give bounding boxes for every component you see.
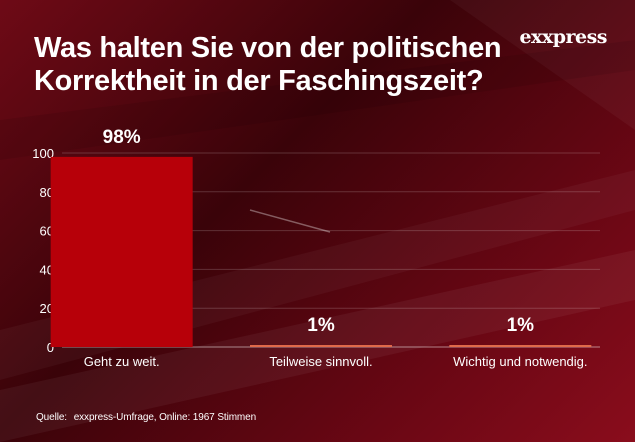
y-tick-label: 80 <box>40 185 54 200</box>
y-tick-label: 40 <box>40 262 54 277</box>
bar <box>250 345 392 347</box>
bar-value-label: 98% <box>103 127 141 148</box>
source-note: Quelle: exxpress-Umfrage, Online: 1967 S… <box>36 412 256 423</box>
chart-title: Was halten Sie von der politischen Korre… <box>34 32 502 97</box>
bar <box>449 345 592 347</box>
y-tick-label: 60 <box>40 224 54 239</box>
exxpress-logo: exxpress <box>519 26 607 48</box>
bar-value-label: 1% <box>307 315 335 336</box>
source-label: Quelle: <box>36 412 67 423</box>
x-category-label: Geht zu weit. <box>84 354 160 369</box>
bar <box>50 156 193 347</box>
y-tick-label: 20 <box>40 301 54 316</box>
source-text: exxpress-Umfrage, Online: 1967 Stimmen <box>73 412 257 423</box>
x-category-label: Teilweise sinnvoll. <box>269 354 372 369</box>
x-category-label: Wichtig und notwendig. <box>453 354 587 369</box>
y-tick-label: 0 <box>47 340 54 355</box>
y-tick-label: 100 <box>32 146 54 161</box>
bar-value-label: 1% <box>507 315 535 336</box>
